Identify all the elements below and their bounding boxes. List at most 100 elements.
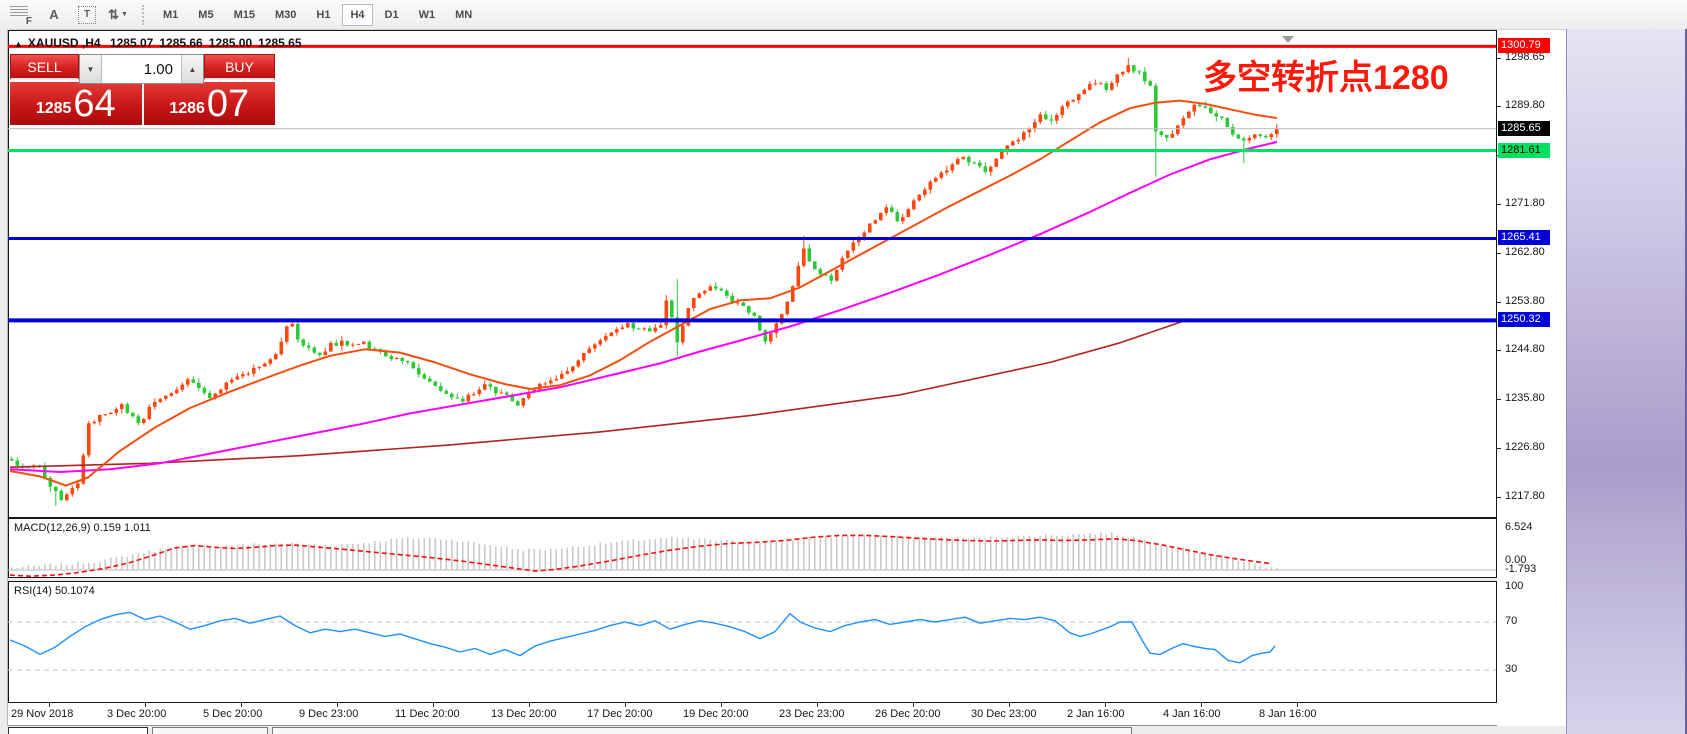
tab-timeframe-w1[interactable]: W1 — [418, 8, 436, 21]
tab-timeframe-m15[interactable]: M15 — [233, 8, 255, 21]
time-label: 3 Dec 20:00 — [107, 708, 167, 720]
macd-tick-label: 0.00 — [1505, 554, 1527, 566]
buy-price-big: 07 — [206, 83, 250, 125]
grid-f-icon[interactable]: F — [10, 5, 32, 27]
text-a-icon[interactable]: A — [49, 7, 59, 22]
text-label-icon[interactable]: T — [76, 4, 98, 26]
macd-panel[interactable] — [8, 518, 1497, 578]
chart-tab[interactable] — [8, 727, 148, 734]
sell-price[interactable]: 1285 64 — [10, 82, 144, 125]
price-line-badge: 1281.61 — [1498, 143, 1550, 158]
price-tick-dash — [1497, 497, 1501, 498]
time-tick — [241, 703, 242, 707]
time-label: 30 Dec 23:00 — [971, 708, 1037, 720]
chart-tab[interactable] — [152, 727, 268, 734]
chart-symbol-ohlc: ▲ XAUUSD ,H4 1285.07 1285.66 1285.00 1285.65 — [14, 36, 308, 50]
tab-timeframe-h1[interactable]: H1 — [316, 8, 331, 21]
time-label: 8 Jan 16:00 — [1259, 708, 1317, 720]
macd-tick-label: -1.793 — [1505, 563, 1537, 575]
price-line-badge: 1265.41 — [1498, 230, 1550, 245]
time-axis[interactable]: 29 Nov 2018 3 Dec 20:00 5 Dec 20:00 9 Dec 2… — [8, 703, 1497, 726]
buy-price[interactable]: 1286 07 — [143, 82, 275, 125]
price-tick-label: 1244.80 — [1505, 343, 1545, 355]
price-line-badge: 1300.79 — [1498, 38, 1550, 53]
tab-timeframe-d1[interactable]: D1 — [384, 8, 399, 21]
price-tick-label: 1262.80 — [1505, 246, 1545, 258]
time-tick — [337, 703, 338, 707]
buy-price-small: 1286 — [169, 100, 205, 117]
time-tick — [1009, 703, 1010, 707]
rsi-panel[interactable] — [8, 581, 1497, 703]
price-tick-label: 1298.65 — [1505, 51, 1545, 63]
price-tick-dash — [1497, 58, 1501, 59]
price-tick-dash — [1497, 253, 1501, 254]
time-tick — [145, 703, 146, 707]
price-tick-dash — [1497, 204, 1501, 205]
time-tick — [1297, 703, 1298, 707]
time-label: 11 Dec 20:00 — [395, 708, 460, 720]
dropdown-caret-icon[interactable]: ▼ — [120, 11, 128, 18]
time-tick — [913, 703, 914, 707]
tab-timeframe-h4[interactable]: H4 — [342, 3, 373, 26]
toolbar-grip[interactable] — [142, 4, 147, 25]
price-line-badge: 1250.32 — [1498, 312, 1550, 327]
rsi-tick-label: 100 — [1505, 580, 1524, 592]
tab-timeframe-mn[interactable]: MN — [455, 8, 473, 21]
window-background-strip — [1566, 29, 1687, 734]
time-tick — [529, 703, 530, 707]
volume-decrease-button[interactable]: ▼ — [80, 55, 102, 83]
time-label: 26 Dec 20:00 — [875, 708, 941, 720]
time-tick — [1105, 703, 1106, 707]
sell-button[interactable]: SELL — [10, 54, 79, 80]
rsi-tick-label: 70 — [1505, 615, 1518, 627]
price-tick-label: 1235.80 — [1505, 392, 1545, 404]
price-tick-label: 1289.80 — [1505, 99, 1545, 111]
collapse-triangle-icon[interactable]: ▲ — [14, 39, 23, 49]
time-label: 5 Dec 20:00 — [203, 708, 263, 720]
time-tick — [625, 703, 626, 707]
volume-increase-button[interactable]: ▲ — [181, 55, 203, 83]
tab-timeframe-m5[interactable]: M5 — [198, 8, 214, 21]
time-label: 19 Dec 20:00 — [683, 708, 749, 720]
rsi-label: RSI(14) 50.1074 — [14, 585, 95, 597]
time-label: 4 Jan 16:00 — [1163, 708, 1221, 720]
time-label: 9 Dec 23:00 — [299, 708, 359, 720]
time-label: 29 Nov 2018 — [11, 708, 74, 720]
ohlc-close: 1285.65 — [258, 36, 302, 50]
arrows-icon[interactable]: ⇅ ▼ — [108, 6, 128, 22]
price-tick-dash — [1497, 106, 1501, 107]
chart-tab[interactable] — [272, 727, 1132, 734]
ohlc-high: 1285.66 — [159, 36, 203, 50]
time-tick — [1201, 703, 1202, 707]
ohlc-low: 1285.00 — [208, 36, 253, 50]
time-label: 17 Dec 20:00 — [587, 708, 653, 720]
volume-control: ▼ ▲ — [79, 54, 204, 84]
price-tick-label: 1253.80 — [1505, 295, 1545, 307]
chart-tab-strip — [0, 726, 1566, 734]
time-label: 23 Dec 23:00 — [779, 708, 845, 720]
rsi-tick-label: 30 — [1505, 663, 1518, 675]
ohlc-open: 1285.07 — [109, 36, 154, 50]
price-axis[interactable]: 1298.651289.801280.801271.801262.801253.… — [1497, 30, 1566, 726]
one-click-trading-panel: SELL ▼ ▲ BUY 1285 64 1286 07 — [10, 54, 275, 125]
macd-label: MACD(12,26,9) 0.159 1.011 — [14, 522, 151, 534]
time-label: 13 Dec 20:00 — [491, 708, 557, 720]
symbol-period: XAUUSD ,H4 — [27, 36, 101, 50]
price-tick-label: 1271.80 — [1505, 197, 1545, 209]
sell-price-small: 1285 — [35, 100, 72, 117]
time-tick — [49, 703, 50, 707]
tab-timeframe-m1[interactable]: M1 — [163, 8, 179, 21]
buy-button[interactable]: BUY — [204, 54, 275, 80]
sell-price-big: 64 — [73, 83, 116, 125]
price-tick-dash — [1497, 302, 1501, 303]
time-label: 2 Jan 16:00 — [1067, 708, 1125, 720]
window-left-edge — [0, 29, 8, 734]
price-tick-dash — [1497, 350, 1501, 351]
price-tick-dash — [1497, 448, 1501, 449]
tab-timeframe-m30[interactable]: M30 — [274, 8, 297, 21]
current-price-badge: 1285.65 — [1498, 121, 1550, 136]
volume-input[interactable] — [102, 55, 181, 83]
price-tick-label: 1226.80 — [1505, 441, 1545, 453]
time-tick — [817, 703, 818, 707]
